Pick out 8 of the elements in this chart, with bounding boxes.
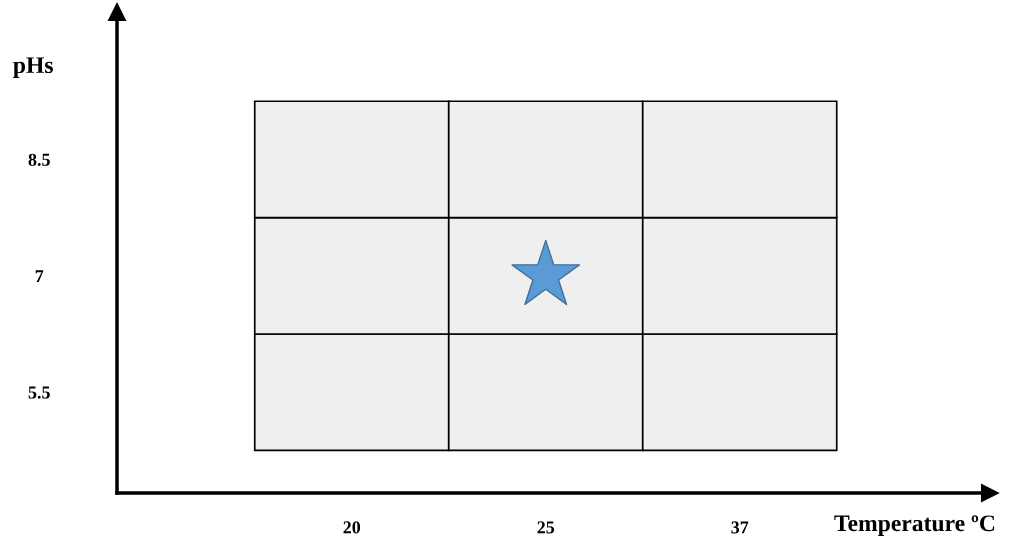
- y-tick-label: 5.5: [28, 386, 50, 399]
- y-axis-title: pHs: [13, 57, 53, 78]
- x-tick-label: 37: [731, 521, 749, 534]
- y-tick-label: 8.5: [28, 153, 50, 166]
- x-tick-label: 25: [537, 521, 555, 534]
- x-axis-title: Temperature ºC: [834, 515, 995, 537]
- y-tick-label: 7: [35, 270, 44, 283]
- x-tick-label: 20: [343, 521, 361, 534]
